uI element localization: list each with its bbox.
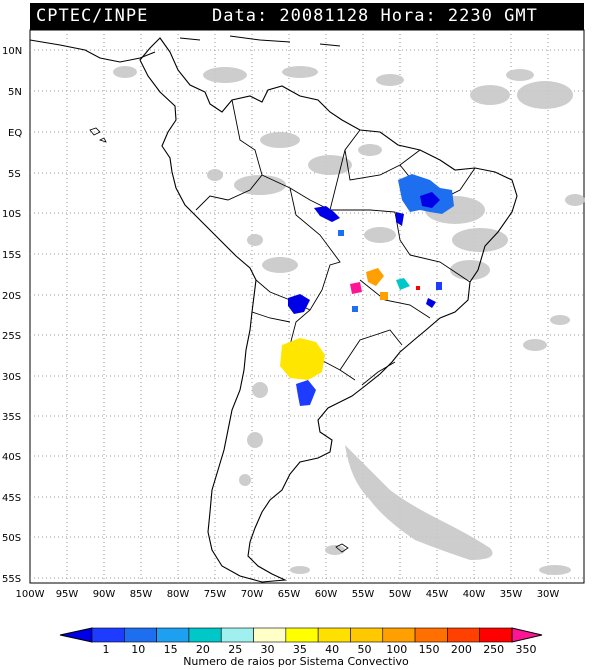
legend-tick-label: 150 (419, 643, 440, 656)
legend-swatch (285, 627, 319, 643)
lon-label: 60W (315, 589, 338, 600)
lat-labels: 10N 5N EQ 5S 10S 15S 20S 25S 30S 35S 40S… (2, 46, 22, 585)
lat-label: 50S (2, 533, 21, 544)
cluster-orange (366, 268, 384, 286)
cluster-pink (350, 282, 362, 294)
map-frame (29, 29, 585, 584)
lon-label: 65W (278, 589, 301, 600)
map-header: CPTEC/INPE Data: 20081128 Hora: 2230 GMT (30, 3, 584, 30)
legend-swatch (253, 627, 287, 643)
lon-label: 50W (389, 589, 412, 600)
legend-arrow-left (59, 627, 93, 643)
lat-label: 5S (8, 169, 21, 180)
legend-swatch (156, 627, 190, 643)
cluster-mid-west-2 (396, 212, 404, 226)
legend-swatch (350, 627, 384, 643)
legend-swatch (382, 627, 416, 643)
lat-label: 5N (8, 87, 22, 98)
lat-label: 45S (2, 493, 21, 504)
legend-swatch (479, 627, 513, 643)
legend-tick-label: 350 (516, 643, 537, 656)
legend-tick-label: 15 (164, 643, 178, 656)
lat-label: 55S (2, 574, 21, 585)
lat-label: 15S (2, 250, 21, 261)
lon-label: 100W (16, 589, 45, 600)
country-borders (195, 99, 476, 386)
lon-label: 75W (204, 589, 227, 600)
cluster-argentina-south (296, 380, 316, 406)
lon-label: 35W (500, 589, 523, 600)
datetime-label: Data: 20081128 Hora: 2230 GMT (212, 6, 538, 26)
legend-tick-label: 40 (325, 643, 339, 656)
lat-label: EQ (8, 128, 22, 139)
cluster-red-small (416, 286, 420, 290)
lon-label: 40W (463, 589, 486, 600)
legend-arrow-right (511, 627, 543, 643)
cluster-argentina (280, 338, 325, 380)
legend-swatch (317, 627, 351, 643)
legend-swatch (447, 627, 480, 643)
legend-swatch (414, 627, 448, 643)
lon-label: 95W (56, 589, 79, 600)
legend-tick-label: 30 (261, 643, 275, 656)
legend-swatch (91, 627, 125, 643)
lon-labels: 100W 95W 90W 85W 80W 75W 70W 65W 60W 55W… (16, 589, 560, 600)
cluster-blue-small-2 (426, 298, 436, 308)
legend-tick-label: 50 (357, 643, 371, 656)
legend-tick-label: 100 (386, 643, 407, 656)
lat-label: 25S (2, 331, 21, 342)
cluster-blue-small-4 (338, 230, 344, 236)
lat-label: 20S (2, 291, 21, 302)
lon-label: 30W (537, 589, 560, 600)
cluster-paraguay (288, 294, 310, 314)
lat-label: 40S (2, 452, 21, 463)
legend-colorbar (59, 627, 543, 643)
cluster-cyan (396, 278, 410, 290)
legend-swatch (220, 627, 254, 643)
caribbean-islands (179, 35, 341, 47)
legend-tick-label: 10 (131, 643, 145, 656)
lightning-clusters (280, 174, 454, 406)
cluster-blue-small (352, 306, 358, 312)
legend-tick-label: 20 (196, 643, 210, 656)
islands (89, 127, 349, 553)
legend-swatch (124, 627, 157, 643)
legend-tick-label: 35 (293, 643, 307, 656)
cluster-blue-small-3 (436, 282, 442, 290)
legend-tick-label: 25 (228, 643, 242, 656)
lon-label: 55W (352, 589, 375, 600)
cluster-mid-west-1 (314, 206, 340, 222)
legend-tick-label: 1 (103, 643, 110, 656)
coastline (139, 37, 518, 583)
lat-label: 10N (2, 46, 22, 57)
central-america (29, 39, 156, 63)
legend-swatch (188, 627, 222, 643)
lon-label: 85W (130, 589, 153, 600)
lon-label: 80W (167, 589, 190, 600)
lon-label: 90W (93, 589, 116, 600)
lon-label: 45W (426, 589, 449, 600)
lat-label: 35S (2, 412, 21, 423)
legend-tick-label: 200 (451, 643, 472, 656)
cluster-ne-brazil-core (420, 192, 440, 208)
legend-ticks: 1 10 15 20 25 30 35 40 50 100 150 200 250 350 (103, 643, 537, 656)
source-label: CPTEC/INPE (36, 6, 149, 26)
cluster-orange-small (380, 292, 388, 300)
legend-tick-label: 250 (483, 643, 504, 656)
legend-caption: Numero de raios por Sistema Convectivo (183, 655, 409, 668)
lon-label: 70W (241, 589, 264, 600)
lat-label: 30S (2, 372, 21, 383)
lat-label: 10S (2, 209, 21, 220)
